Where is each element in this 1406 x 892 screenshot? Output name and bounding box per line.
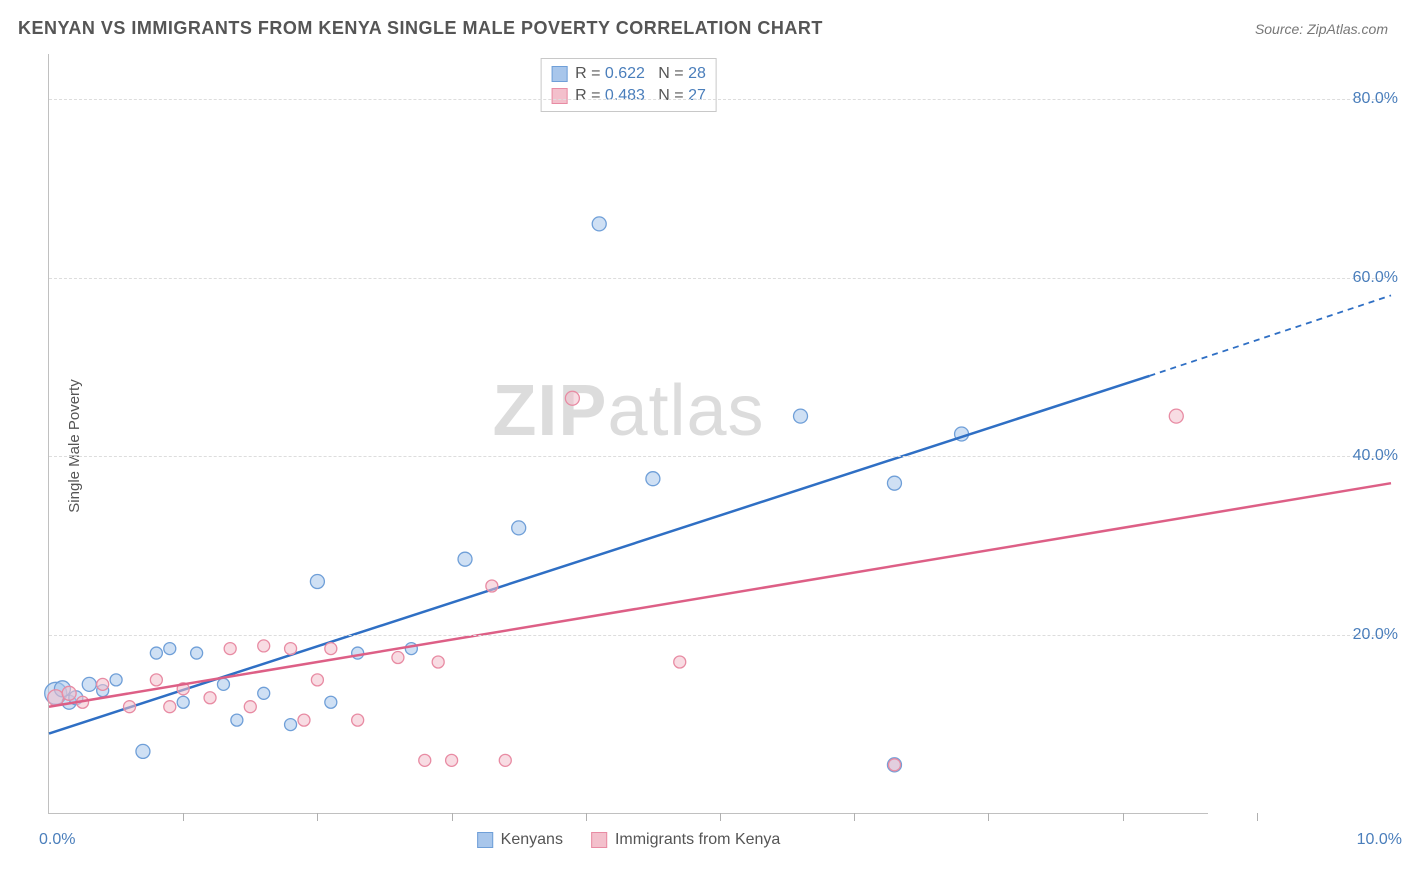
correlation-legend: R = 0.622 N = 28 R = 0.483 N = 27 [540,58,717,112]
scatter-point [204,692,216,704]
series-name: Immigrants from Kenya [615,831,780,849]
y-tick-label: 40.0% [1353,447,1398,465]
scatter-point [887,476,901,490]
gridline-horizontal [49,635,1390,636]
scatter-point [1169,409,1183,423]
y-tick-label: 60.0% [1353,269,1398,287]
scatter-point [224,643,236,655]
y-tick-label: 80.0% [1353,90,1398,108]
x-tick [452,813,453,821]
scatter-point [311,674,323,686]
scatter-point [62,686,76,700]
gridline-horizontal [49,99,1390,100]
scatter-point [124,701,136,713]
scatter-point [285,719,297,731]
scatter-point [392,652,404,664]
x-tick [317,813,318,821]
scatter-plot-svg [49,54,1391,814]
x-tick [854,813,855,821]
scatter-point [97,678,109,690]
series-legend: Kenyans Immigrants from Kenya [477,831,781,849]
scatter-point [164,701,176,713]
legend-stat-text: R = 0.622 N = 28 [575,65,706,83]
regression-line-extension [1149,295,1391,375]
scatter-point [164,643,176,655]
gridline-horizontal [49,278,1390,279]
scatter-point [592,217,606,231]
scatter-point [217,678,229,690]
series-legend-item: Kenyans [477,831,563,849]
legend-row: R = 0.622 N = 28 [551,63,706,85]
scatter-point [191,647,203,659]
scatter-point [110,674,122,686]
chart-plot-area: ZIPatlas R = 0.622 N = 28R = 0.483 N = 2… [48,54,1208,814]
scatter-point [352,714,364,726]
scatter-point [646,472,660,486]
scatter-point [794,409,808,423]
x-tick [1257,813,1258,821]
scatter-point [325,643,337,655]
source-attribution: Source: ZipAtlas.com [1255,21,1388,37]
scatter-point [458,552,472,566]
scatter-point [325,696,337,708]
x-axis-max-label: 10.0% [1357,831,1402,849]
scatter-point [499,754,511,766]
scatter-point [565,391,579,405]
x-tick [988,813,989,821]
scatter-point [231,714,243,726]
x-tick [183,813,184,821]
series-legend-item: Immigrants from Kenya [591,831,780,849]
scatter-point [150,674,162,686]
scatter-point [82,677,96,691]
legend-swatch [551,66,567,82]
scatter-point [446,754,458,766]
legend-swatch [477,832,493,848]
x-tick [1123,813,1124,821]
scatter-point [48,690,64,706]
x-tick [586,813,587,821]
legend-swatch [591,832,607,848]
scatter-point [258,687,270,699]
gridline-horizontal [49,456,1390,457]
x-tick [720,813,721,821]
x-axis-min-label: 0.0% [39,831,75,849]
scatter-point [298,714,310,726]
scatter-point [432,656,444,668]
scatter-point [244,701,256,713]
legend-swatch [551,88,567,104]
scatter-point [674,656,686,668]
scatter-point [310,575,324,589]
y-tick-label: 20.0% [1353,626,1398,644]
scatter-point [177,696,189,708]
scatter-point [150,647,162,659]
scatter-point [512,521,526,535]
scatter-point [285,643,297,655]
scatter-point [888,759,900,771]
legend-row: R = 0.483 N = 27 [551,85,706,107]
scatter-point [136,744,150,758]
scatter-point [258,640,270,652]
scatter-point [419,754,431,766]
chart-title: KENYAN VS IMMIGRANTS FROM KENYA SINGLE M… [18,18,823,39]
scatter-point [486,580,498,592]
series-name: Kenyans [501,831,563,849]
legend-stat-text: R = 0.483 N = 27 [575,87,706,105]
